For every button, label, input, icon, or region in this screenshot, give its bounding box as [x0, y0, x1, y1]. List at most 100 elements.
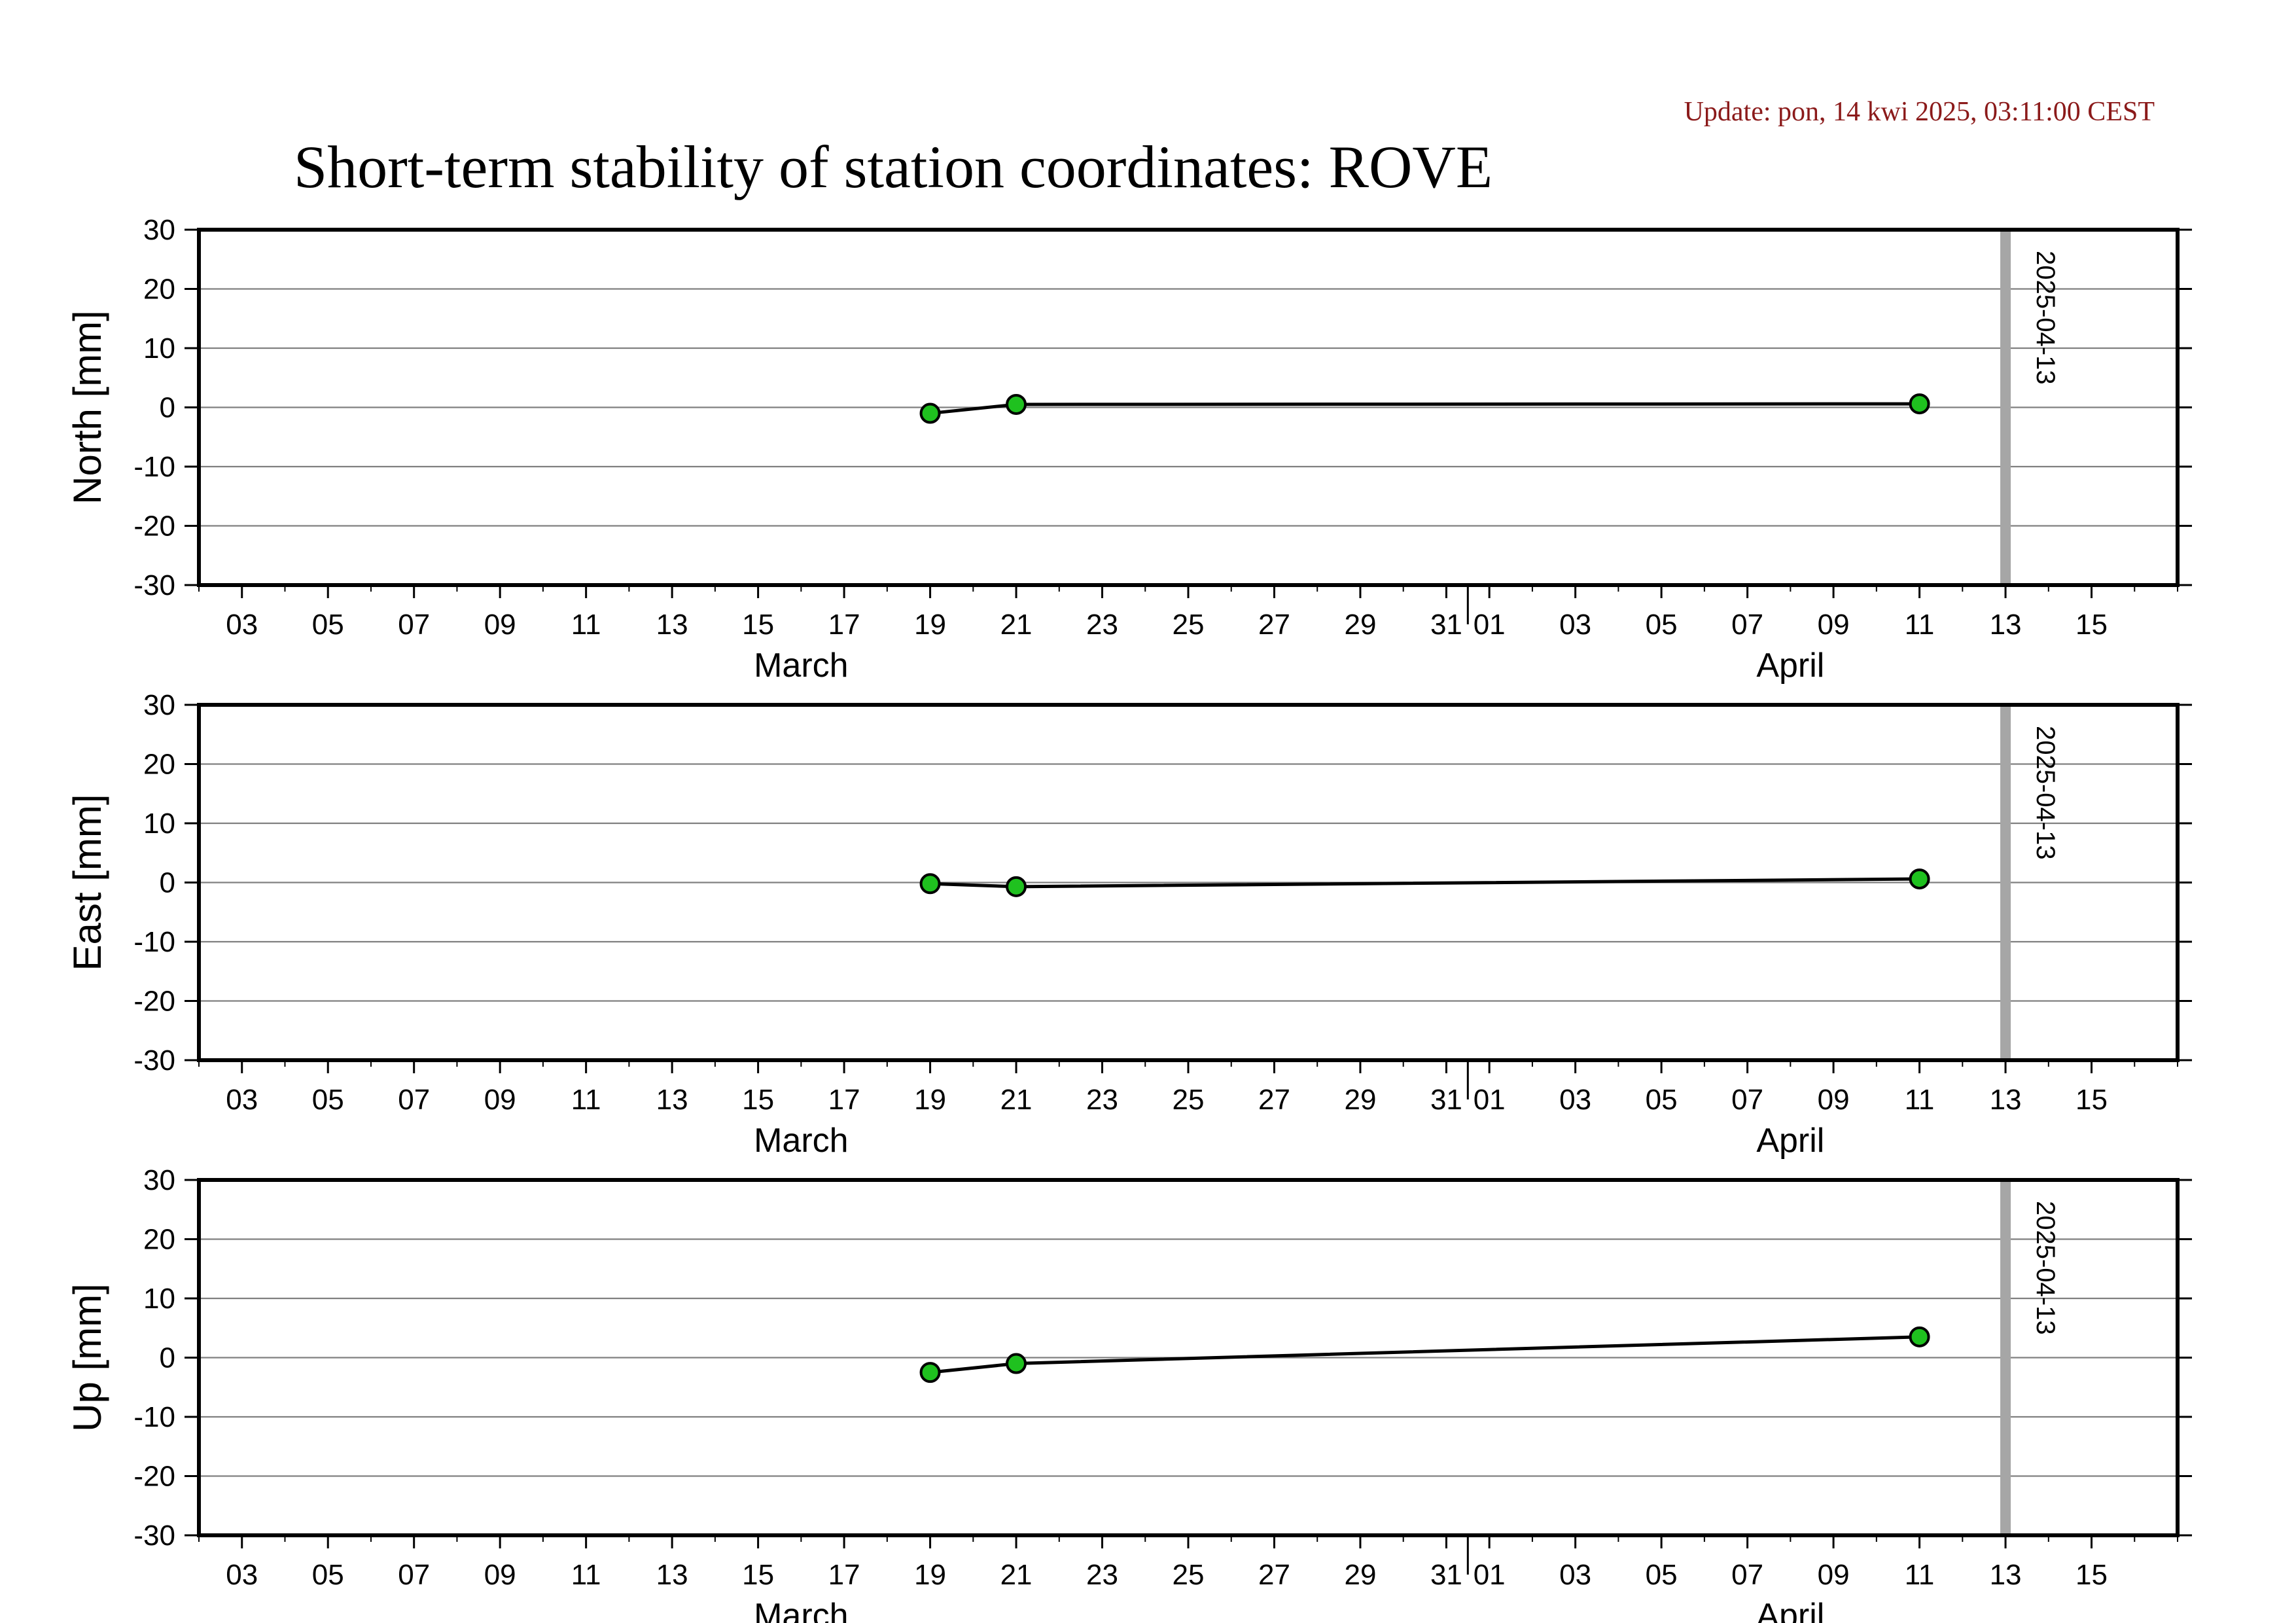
x-tick-label: 23 [1086, 609, 1118, 641]
x-tick-label: 23 [1086, 1084, 1118, 1116]
x-tick-label: 31 [1430, 1084, 1462, 1116]
x-tick-label: 11 [1905, 609, 1935, 641]
panels-container: 2025-04-13 30 20 10 0 -10 -20 -30 North [mm] 03 05… [65, 214, 2192, 1623]
x-tick-label: 15 [2075, 1084, 2108, 1116]
x-tick-label: 29 [1344, 609, 1376, 641]
y-tick-label: -30 [133, 569, 175, 601]
x-tick-label: 05 [1646, 1559, 1678, 1591]
data-point [919, 873, 941, 895]
series-line [930, 402, 1920, 416]
x-tick-label: 07 [1731, 609, 1763, 641]
data-point [1909, 868, 1930, 890]
x-tick-label: 31 [1430, 609, 1462, 641]
y-tick-label: 30 [143, 214, 175, 246]
y-axis-label: East [mm] [65, 794, 109, 971]
marker-date-label: 2025-04-13 [2031, 251, 2060, 385]
x-tick-label: 03 [1559, 609, 1591, 641]
y-tick-label: 0 [160, 1342, 175, 1374]
x-tick-label: 07 [1731, 1084, 1763, 1116]
month-label: April [1756, 1597, 1824, 1623]
x-tick-label: 05 [312, 1559, 344, 1591]
x-tick-label: 27 [1258, 609, 1290, 641]
y-tick-label: 30 [143, 689, 175, 721]
y-tick-label: -20 [133, 986, 175, 1018]
x-tick-label: 29 [1344, 1559, 1376, 1591]
marker-band [2000, 230, 2011, 585]
x-tick-label: 13 [656, 609, 688, 641]
x-tick-label: 03 [226, 609, 258, 641]
x-tick-label: 07 [398, 1084, 430, 1116]
x-tick-label: 13 [656, 1084, 688, 1116]
x-tick-label: 19 [914, 1084, 946, 1116]
x-tick-label: 25 [1173, 609, 1205, 641]
x-tick-label: 03 [1559, 1084, 1591, 1116]
x-tick-label: 09 [484, 1559, 516, 1591]
chart-title: Short-term stability of station coordina… [294, 134, 1492, 200]
month-label: April [1756, 647, 1824, 685]
x-tick-label: 07 [1731, 1559, 1763, 1591]
y-axis-label: Up [mm] [65, 1283, 109, 1432]
x-tick-label: 07 [398, 609, 430, 641]
series-line [930, 1335, 1920, 1374]
x-tick-label: 31 [1430, 1559, 1462, 1591]
data-point [1006, 393, 1027, 415]
x-tick-label: 09 [1818, 1084, 1850, 1116]
marker-band [2000, 705, 2011, 1060]
y-tick-label: -20 [133, 1461, 175, 1493]
x-tick-label: 01 [1474, 609, 1506, 641]
y-tick-label: -10 [133, 1401, 175, 1433]
x-tick-label: 17 [828, 609, 860, 641]
marker-date-label: 2025-04-13 [2031, 1201, 2060, 1335]
x-tick-label: 29 [1344, 1084, 1376, 1116]
x-tick-label: 25 [1173, 1084, 1205, 1116]
x-tick-label: 13 [1990, 1559, 2022, 1591]
data-point [1909, 1326, 1930, 1347]
update-timestamp: Update: pon, 14 kwi 2025, 03:11:00 CEST [1684, 97, 2155, 127]
x-tick-label: 11 [571, 1084, 601, 1116]
y-tick-label: 20 [143, 274, 175, 306]
x-tick-label: 05 [1646, 1084, 1678, 1116]
y-tick-label: 10 [143, 808, 175, 840]
panel-1: 2025-04-13 30 20 10 0 -10 -20 -30 North [mm] 03 05… [65, 214, 2192, 685]
x-tick-label: 03 [226, 1084, 258, 1116]
x-tick-label: 01 [1474, 1559, 1506, 1591]
x-tick-label: 11 [571, 609, 601, 641]
month-label: April [1756, 1122, 1824, 1160]
x-tick-label: 05 [312, 609, 344, 641]
x-tick-label: 09 [484, 609, 516, 641]
data-point [919, 1362, 941, 1383]
x-tick-label: 05 [312, 1084, 344, 1116]
x-tick-label: 01 [1474, 1084, 1506, 1116]
x-tick-label: 19 [914, 1559, 946, 1591]
y-tick-label: -20 [133, 510, 175, 543]
y-tick-label: 0 [160, 392, 175, 424]
y-axis-label: North [mm] [65, 310, 109, 505]
month-label: March [754, 1122, 848, 1160]
x-tick-label: 15 [2075, 1559, 2108, 1591]
x-tick-label: 15 [742, 1084, 774, 1116]
panel-3: 2025-04-13 30 20 10 0 -10 -20 -30 Up [mm] 03 05 07 0… [65, 1164, 2192, 1623]
x-tick-label: 21 [1000, 1559, 1033, 1591]
x-tick-label: 09 [484, 1084, 516, 1116]
y-tick-label: 30 [143, 1164, 175, 1196]
data-point [1909, 393, 1930, 415]
x-tick-label: 03 [226, 1559, 258, 1591]
y-tick-label: 20 [143, 749, 175, 781]
data-point [1006, 876, 1027, 897]
x-tick-label: 21 [1000, 609, 1033, 641]
x-tick-label: 15 [2075, 609, 2108, 641]
data-point [1006, 1353, 1027, 1374]
x-tick-label: 23 [1086, 1559, 1118, 1591]
x-tick-label: 13 [656, 1559, 688, 1591]
marker-date-label: 2025-04-13 [2031, 726, 2060, 860]
y-tick-label: 0 [160, 867, 175, 899]
x-tick-label: 17 [828, 1084, 860, 1116]
x-tick-label: 15 [742, 609, 774, 641]
x-tick-label: 09 [1818, 609, 1850, 641]
x-tick-label: 13 [1990, 609, 2022, 641]
y-tick-label: -30 [133, 1520, 175, 1552]
x-tick-label: 07 [398, 1559, 430, 1591]
x-tick-label: 15 [742, 1559, 774, 1591]
x-tick-label: 27 [1258, 1084, 1290, 1116]
